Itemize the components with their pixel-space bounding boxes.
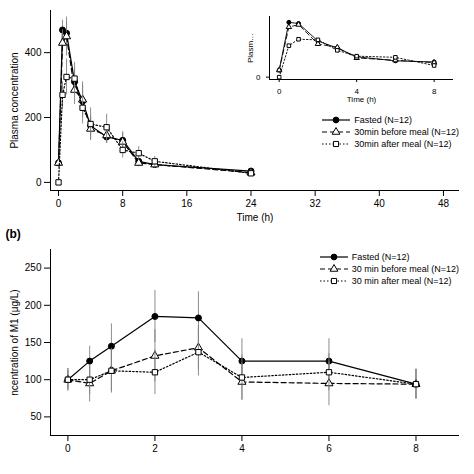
svg-text:400: 400 (25, 47, 42, 58)
svg-text:8: 8 (120, 198, 126, 209)
svg-text:16: 16 (181, 198, 193, 209)
svg-text:24: 24 (245, 198, 257, 209)
html-text:30min after meal (N=12): 30min after meal (N=12) (354, 139, 452, 150)
svg-text:Plasm…: Plasm… (246, 33, 255, 63)
svg-text:4: 4 (239, 443, 245, 454)
svg-text:150: 150 (25, 337, 42, 348)
svg-text:8: 8 (413, 443, 419, 454)
svg-text:Time (h): Time (h) (237, 212, 274, 223)
svg-text:200: 200 (25, 112, 42, 123)
svg-text:0: 0 (277, 87, 282, 96)
html-text:Fasted (N=12): Fasted (N=12) (354, 115, 412, 126)
svg-text:ncentration of M1 (μg/L): ncentration of M1 (μg/L) (9, 289, 20, 395)
svg-text:4: 4 (354, 87, 359, 97)
svg-text:48: 48 (438, 198, 450, 209)
html-text:30 min after meal (N=12): 30 min after meal (N=12) (351, 276, 452, 286)
svg-text:Time (h): Time (h) (347, 95, 377, 104)
svg-text:0: 0 (256, 73, 261, 82)
svg-text:6: 6 (326, 443, 332, 454)
svg-text:2: 2 (152, 443, 158, 454)
html-text:Fasted (N=12): Fasted (N=12) (351, 252, 410, 262)
svg-text:0: 0 (56, 198, 62, 209)
svg-text:Plasma concentration: Plasma concentration (9, 52, 20, 148)
svg-text:100: 100 (25, 374, 42, 385)
svg-text:0: 0 (36, 177, 42, 188)
svg-text:40: 40 (374, 198, 386, 209)
html-text:30 min before meal (N=12): 30 min before meal (N=12) (351, 264, 459, 274)
svg-text:250: 250 (25, 262, 42, 273)
svg-text:32: 32 (310, 198, 322, 209)
svg-text:0: 0 (65, 443, 71, 454)
svg-text:50: 50 (30, 411, 42, 422)
svg-text:(b): (b) (6, 227, 21, 241)
html-text:30min before meal (N=12): 30min before meal (N=12) (354, 127, 459, 138)
svg-text:8: 8 (432, 87, 437, 96)
svg-text:200: 200 (25, 300, 42, 311)
